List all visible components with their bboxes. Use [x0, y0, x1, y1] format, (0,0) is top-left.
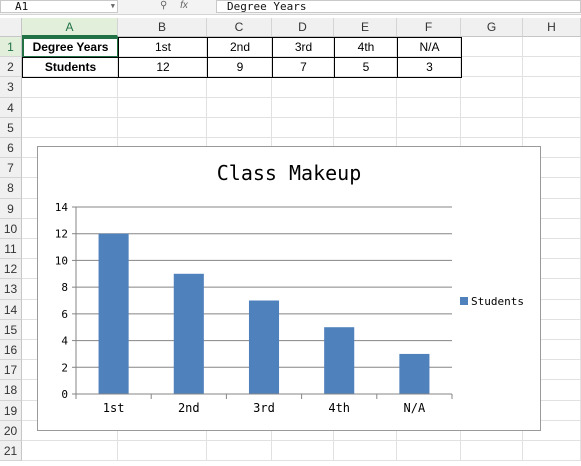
row-header-9[interactable]: 9	[0, 198, 22, 219]
row-header-12[interactable]: 12	[0, 259, 22, 280]
formula-icons: ⚲ fx	[160, 0, 198, 12]
column-header-g[interactable]: G	[461, 18, 523, 37]
row-header-15[interactable]: 15	[0, 319, 22, 340]
cell-e1[interactable]: 4th	[334, 37, 398, 59]
row-header-16[interactable]: 16	[0, 340, 22, 361]
name-box[interactable]: A1 ▼	[0, 0, 118, 13]
cell-b2[interactable]: 12	[118, 57, 208, 79]
gridline	[22, 137, 581, 138]
y-tick-label: 8	[61, 281, 68, 294]
column-header-h[interactable]: H	[523, 18, 581, 37]
cell-f1[interactable]: N/A	[397, 37, 462, 59]
y-tick-label: 6	[61, 308, 68, 321]
cell-d1[interactable]: 3rd	[272, 37, 335, 59]
bar-1st	[98, 233, 129, 394]
row-header-14[interactable]: 14	[0, 299, 22, 320]
bar-na	[399, 353, 430, 394]
row-header-6[interactable]: 6	[0, 138, 22, 159]
row-header-13[interactable]: 13	[0, 279, 22, 300]
row-header-18[interactable]: 18	[0, 380, 22, 401]
x-tick-label: N/A	[404, 401, 426, 415]
chart-title: Class Makeup	[217, 161, 362, 185]
select-all-corner[interactable]	[0, 18, 22, 37]
chart-object[interactable]: Class Makeup 0 2 4 6 8 10 12 14 1st 2nd 3rd 4th N/A St…	[37, 146, 541, 431]
column-header-e[interactable]: E	[334, 18, 397, 37]
bar-4th	[324, 327, 355, 394]
legend-swatch	[460, 297, 468, 305]
bar-3rd	[248, 300, 280, 394]
row-header-4[interactable]: 4	[0, 97, 22, 118]
name-box-value: A1	[15, 0, 29, 13]
cell-a1[interactable]: Degree Years	[22, 37, 119, 59]
row-header-2[interactable]: 2	[0, 57, 22, 78]
cell-b1[interactable]: 1st	[118, 37, 208, 59]
x-tick-label: 4th	[328, 401, 350, 415]
cell-a2[interactable]: Students	[22, 57, 119, 79]
gridline	[22, 440, 581, 441]
bar-2nd	[173, 273, 204, 394]
x-tick-label: 1st	[103, 401, 125, 415]
column-header-f[interactable]: F	[397, 18, 461, 37]
y-tick-label: 12	[55, 228, 68, 241]
column-header-a[interactable]: A	[22, 18, 118, 37]
gridline	[22, 460, 581, 462]
formula-input[interactable]: Degree Years	[216, 0, 581, 13]
cell-d2[interactable]: 7	[272, 57, 335, 79]
gridline	[22, 76, 581, 78]
x-tick-label: 2nd	[178, 401, 200, 415]
cell-c2[interactable]: 9	[207, 57, 273, 79]
row-header-20[interactable]: 20	[0, 420, 22, 441]
chevron-down-icon[interactable]: ▼	[110, 2, 115, 10]
column-header-b[interactable]: B	[118, 18, 207, 37]
cell-e2[interactable]: 5	[334, 57, 398, 79]
legend-label: Students	[471, 295, 524, 308]
row-header-8[interactable]: 8	[0, 178, 22, 199]
row-header-21[interactable]: 21	[0, 441, 22, 462]
zoom-icon[interactable]: ⚲	[160, 0, 168, 11]
row-header-7[interactable]: 7	[0, 158, 22, 179]
row-header-10[interactable]: 10	[0, 218, 22, 239]
y-tick-label: 14	[55, 201, 69, 214]
column-header-c[interactable]: C	[207, 18, 272, 37]
row-header-3[interactable]: 3	[0, 77, 22, 98]
fx-icon[interactable]: fx	[180, 0, 188, 11]
formula-bar: A1 ▼ ⚲ fx Degree Years	[0, 0, 581, 15]
row-header-19[interactable]: 19	[0, 400, 22, 421]
gridline	[22, 96, 581, 98]
row-header-11[interactable]: 11	[0, 239, 22, 260]
row-header-1[interactable]: 1	[0, 37, 22, 58]
y-tick-label: 10	[55, 254, 68, 267]
cell-f2[interactable]: 3	[397, 57, 462, 79]
y-tick-label: 2	[61, 361, 68, 374]
y-tick-label: 0	[61, 388, 68, 401]
y-tick-label: 4	[61, 335, 68, 348]
x-tick-label: 3rd	[253, 401, 275, 415]
gridline	[22, 116, 581, 118]
row-header-17[interactable]: 17	[0, 360, 22, 381]
gridline	[22, 56, 581, 58]
row-header-5[interactable]: 5	[0, 117, 22, 138]
bar-chart: Class Makeup 0 2 4 6 8 10 12 14 1st 2nd 3rd 4th N/A St…	[55, 161, 524, 415]
column-header-d[interactable]: D	[272, 18, 334, 37]
cell-c1[interactable]: 2nd	[207, 37, 273, 59]
